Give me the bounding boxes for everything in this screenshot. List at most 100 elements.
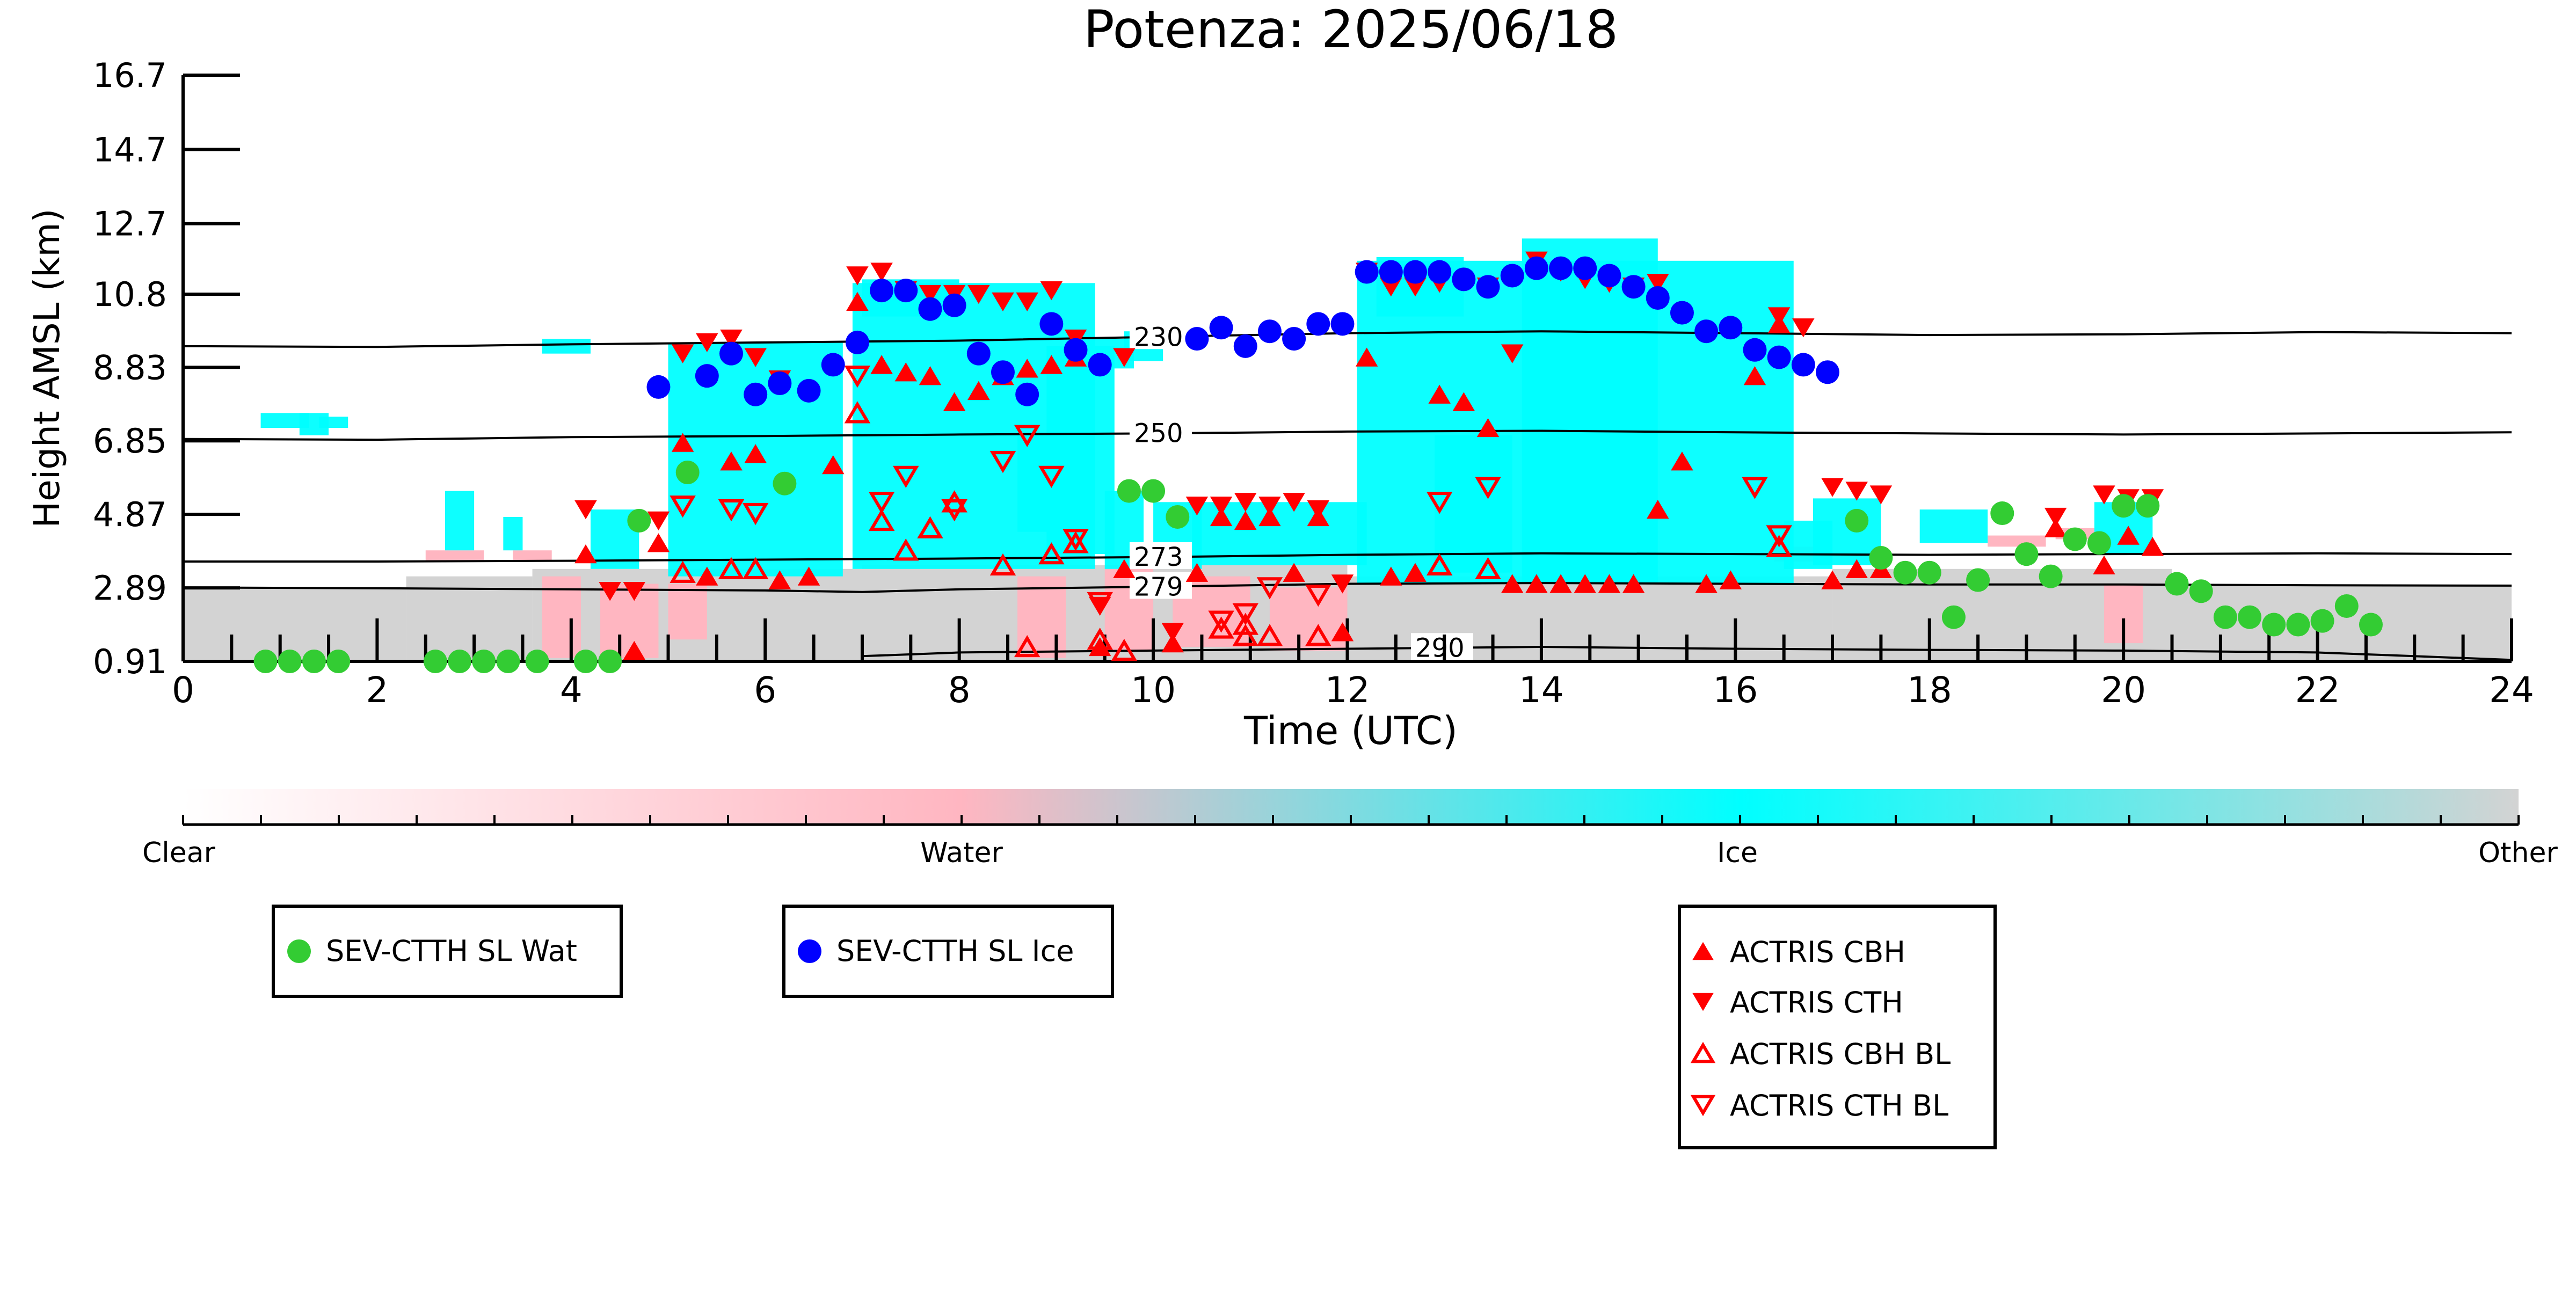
marker-actris-cth (1845, 482, 1868, 501)
marker-actris-cbh-bl (844, 401, 871, 424)
marker-sev-ctth-sl-ice (1573, 256, 1597, 280)
marker-actris-cth (1647, 274, 1669, 293)
marker-sev-ctth-sl-ice (1233, 334, 1257, 358)
marker-actris-cbh (1719, 570, 1742, 589)
marker-sev-ctth-sl-ice (845, 330, 869, 354)
marker-sev-ctth-sl-wat (627, 508, 651, 533)
marker-sev-ctth-sl-ice (1330, 312, 1355, 336)
marker-sev-ctth-sl-ice (1379, 260, 1403, 284)
cloud-region-ice (542, 339, 591, 354)
marker-sev-ctth-sl-wat (2189, 579, 2213, 603)
marker-sev-ctth-sl-ice (1428, 260, 1452, 284)
marker-sev-ctth-sl-ice (1209, 316, 1233, 340)
marker-actris-cth (720, 329, 743, 349)
legend-marker-actris-cbh-bl (1690, 1041, 1716, 1063)
marker-actris-cbh (870, 355, 893, 374)
marker-actris-cbh (1331, 622, 1354, 642)
marker-actris-cbh-bl (989, 553, 1016, 576)
contour-label-230: 230 (1134, 322, 1183, 352)
marker-actris-cbh (1234, 511, 1257, 530)
marker-sev-ctth-sl-ice (1088, 353, 1112, 377)
marker-sev-ctth-sl-ice (695, 364, 719, 388)
marker-actris-cbh (1525, 574, 1548, 593)
marker-actris-cbh-bl (1208, 616, 1234, 639)
marker-actris-cth-bl (1014, 425, 1040, 447)
marker-sev-ctth-sl-ice (1452, 267, 1476, 291)
marker-actris-cbh-bl (1766, 535, 1792, 557)
marker-actris-cth (919, 285, 942, 304)
marker-sev-ctth-sl-wat (2334, 594, 2359, 618)
legend-marker-shape (1690, 1095, 1716, 1117)
marker-actris-cth (623, 582, 646, 601)
marker-sev-ctth-sl-wat (302, 650, 326, 673)
marker-sev-ctth-sl-wat (1941, 605, 1966, 629)
contour-label-250: 250 (1134, 419, 1183, 449)
marker-actris-cbh (768, 570, 791, 589)
marker-sev-ctth-sl-wat (2039, 564, 2063, 588)
marker-actris-cth-bl (670, 495, 696, 518)
marker-sev-ctth-sl-ice (1646, 286, 1670, 310)
marker-actris-cbh-bl (1087, 628, 1113, 650)
marker-sev-ctth-sl-ice (1015, 382, 1039, 406)
contour-label-279: 279 (1134, 572, 1183, 602)
marker-sev-ctth-sl-ice (744, 382, 768, 406)
marker-actris-cbh-bl (1038, 542, 1065, 565)
marker-sev-ctth-sl-wat (1166, 505, 1190, 529)
marker-actris-cth-bl (1426, 492, 1453, 514)
marker-sev-ctth-sl-ice (1185, 327, 1209, 351)
marker-actris-cbh-bl (1111, 638, 1138, 661)
marker-actris-cbh-bl (893, 538, 919, 561)
marker-actris-cbh (846, 291, 869, 311)
marker-actris-cth (992, 292, 1014, 311)
marker-actris-cbh-bl (1232, 613, 1259, 635)
marker-actris-cth (1792, 318, 1815, 338)
marker-actris-cth-bl (1742, 477, 1768, 499)
marker-actris-cbh (2093, 555, 2115, 575)
marker-actris-cbh (1113, 559, 1136, 578)
marker-actris-cbh (1549, 574, 1572, 593)
cloud-region-water (1988, 535, 2046, 547)
colorbar-label-clear: Clear (142, 837, 216, 869)
marker-actris-cbh-bl (1426, 553, 1453, 576)
marker-actris-cbh (1501, 574, 1524, 593)
marker-sev-ctth-sl-wat (598, 650, 622, 673)
marker-actris-cth (1234, 493, 1257, 512)
marker-sev-ctth-sl-wat (2286, 613, 2310, 637)
contour-line-250 (183, 429, 2512, 441)
marker-sev-ctth-sl-wat (472, 650, 496, 673)
marker-actris-cbh (1258, 507, 1281, 527)
marker-sev-ctth-sl-ice (1355, 260, 1379, 284)
marker-sev-ctth-sl-wat (2112, 494, 2136, 518)
marker-actris-cth-bl (718, 499, 745, 522)
marker-actris-cbh (2117, 526, 2140, 545)
cloud-region-ice (445, 491, 475, 551)
marker-actris-cbh (1743, 366, 1766, 385)
legend-marker-actris-cth-bl (1690, 1095, 1716, 1117)
marker-sev-ctth-sl-wat (573, 650, 598, 673)
cloud-region-other (183, 587, 406, 661)
marker-actris-cth (1016, 292, 1038, 311)
marker-actris-cbh (1380, 566, 1402, 586)
contour-line-273 (183, 552, 2512, 563)
marker-sev-ctth-sl-wat (2136, 494, 2160, 518)
marker-sev-ctth-sl-ice (1621, 275, 1646, 299)
marker-sev-ctth-sl-ice (719, 341, 744, 366)
marker-actris-cbh (1161, 633, 1184, 653)
marker-actris-cth-bl (1256, 577, 1283, 600)
legend-label-actris-cbh: ACTRIS CBH (1730, 935, 1905, 969)
legend-marker-shape (1692, 993, 1714, 1011)
cloud-region-water (425, 550, 484, 562)
marker-sev-ctth-sl-wat (2014, 542, 2039, 566)
contour-label-bg (1129, 322, 1192, 349)
legend-marker-shape (1690, 1041, 1716, 1063)
legend-label-sev-water: SEV-CTTH SL Wat (326, 934, 577, 968)
marker-actris-cth (1185, 497, 1209, 516)
legend-marker-sev-ice (798, 939, 821, 963)
marker-actris-cth (846, 266, 869, 286)
x-tick-label: 4 (560, 669, 583, 711)
marker-actris-cth-bl (1087, 592, 1113, 615)
marker-sev-ctth-sl-wat (2213, 605, 2237, 629)
marker-sev-ctth-sl-wat (2262, 613, 2286, 637)
marker-actris-cbh (1210, 507, 1233, 527)
